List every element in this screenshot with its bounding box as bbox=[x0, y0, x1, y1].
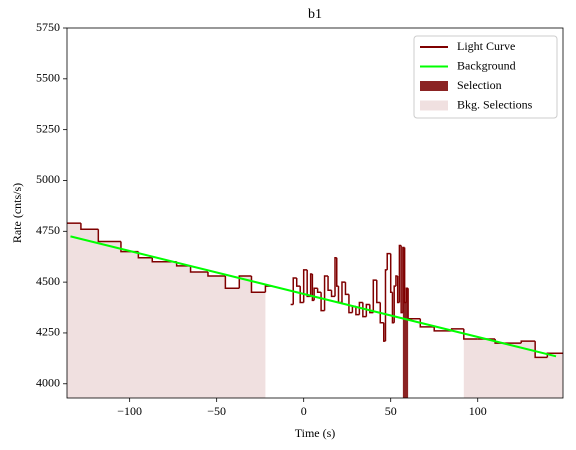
light-curve-step bbox=[295, 278, 301, 287]
light-curve-step bbox=[398, 244, 402, 303]
x-axis-label: Time (s) bbox=[295, 426, 336, 440]
light-curve-step bbox=[316, 288, 322, 294]
y-tick-label: 5750 bbox=[36, 20, 60, 34]
x-tick-label: 100 bbox=[469, 404, 487, 418]
legend-patch bbox=[420, 81, 448, 91]
light-curve-step bbox=[292, 277, 297, 305]
plot-frame bbox=[66, 27, 564, 399]
y-tick-label: 4000 bbox=[36, 376, 60, 390]
legend-label: Background bbox=[457, 58, 516, 72]
light-curve-step bbox=[336, 257, 339, 287]
x-tick-label: −50 bbox=[207, 404, 226, 418]
y-tick-label: 4250 bbox=[36, 325, 60, 339]
light-curve-step bbox=[433, 326, 452, 332]
light-curve-step bbox=[382, 322, 386, 342]
chart-title: b1 bbox=[308, 7, 322, 22]
y-axis-label: Rate (cnts/s) bbox=[10, 183, 24, 243]
light-curve-step bbox=[402, 246, 405, 313]
light-curve-step bbox=[341, 281, 346, 303]
legend-label: Light Curve bbox=[457, 39, 515, 53]
light-curve-step bbox=[362, 302, 367, 318]
light-curve-step bbox=[330, 290, 336, 298]
light-curve-step bbox=[393, 285, 396, 323]
light-curve-step bbox=[348, 294, 353, 314]
selection bbox=[402, 247, 409, 398]
y-tick-label: 5250 bbox=[36, 121, 60, 135]
light-curve-step bbox=[534, 341, 548, 359]
legend-box bbox=[413, 35, 558, 119]
light-curve-step bbox=[97, 229, 121, 243]
light-curve-step bbox=[384, 269, 388, 342]
light-curve-step bbox=[334, 256, 337, 297]
light-curve-step bbox=[396, 276, 400, 304]
light-curve-step bbox=[358, 301, 363, 315]
light-curve-step bbox=[355, 306, 360, 316]
light-curve-step bbox=[520, 340, 536, 344]
light-curve-step bbox=[372, 279, 377, 313]
light-curve-step bbox=[403, 247, 407, 304]
light-curve-step bbox=[151, 257, 177, 263]
y-tick-label: 4750 bbox=[36, 223, 60, 237]
light-curve-step bbox=[80, 223, 99, 231]
y-tick-label: 4500 bbox=[36, 274, 60, 288]
light-curve-step bbox=[238, 275, 252, 289]
light-curve-step bbox=[327, 276, 332, 292]
light-curve-step bbox=[207, 271, 226, 277]
legend-label: Selection bbox=[457, 78, 502, 92]
light-curve-step bbox=[463, 328, 478, 340]
light-curve-step bbox=[264, 285, 273, 293]
y-tick-label: 5500 bbox=[36, 71, 60, 85]
light-curve-step bbox=[224, 276, 240, 289]
light-curve-step bbox=[299, 286, 304, 304]
bkg-selection bbox=[67, 223, 266, 398]
light-curve-step bbox=[389, 253, 393, 294]
legend-patch bbox=[420, 100, 448, 111]
bkg-selection bbox=[463, 339, 563, 398]
x-tick-label: −100 bbox=[117, 404, 142, 418]
light-curve-step bbox=[365, 303, 370, 317]
light-curve-step bbox=[302, 269, 308, 303]
x-tick-label: 0 bbox=[301, 404, 307, 418]
light-curve-step bbox=[386, 252, 391, 270]
light-curve-step bbox=[311, 273, 315, 302]
background-line bbox=[70, 235, 557, 358]
x-tick-label: 50 bbox=[385, 404, 397, 418]
legend-label: Bkg. Selections bbox=[457, 97, 533, 111]
light-curve-step bbox=[344, 282, 349, 296]
light-curve-step bbox=[407, 288, 421, 320]
light-curve-step bbox=[189, 265, 208, 273]
light-curve-step bbox=[419, 318, 435, 328]
y-tick-label: 5000 bbox=[36, 172, 60, 186]
light-curve-step bbox=[379, 302, 384, 324]
light-curve-step bbox=[376, 280, 381, 304]
light-curve-step bbox=[369, 304, 374, 314]
